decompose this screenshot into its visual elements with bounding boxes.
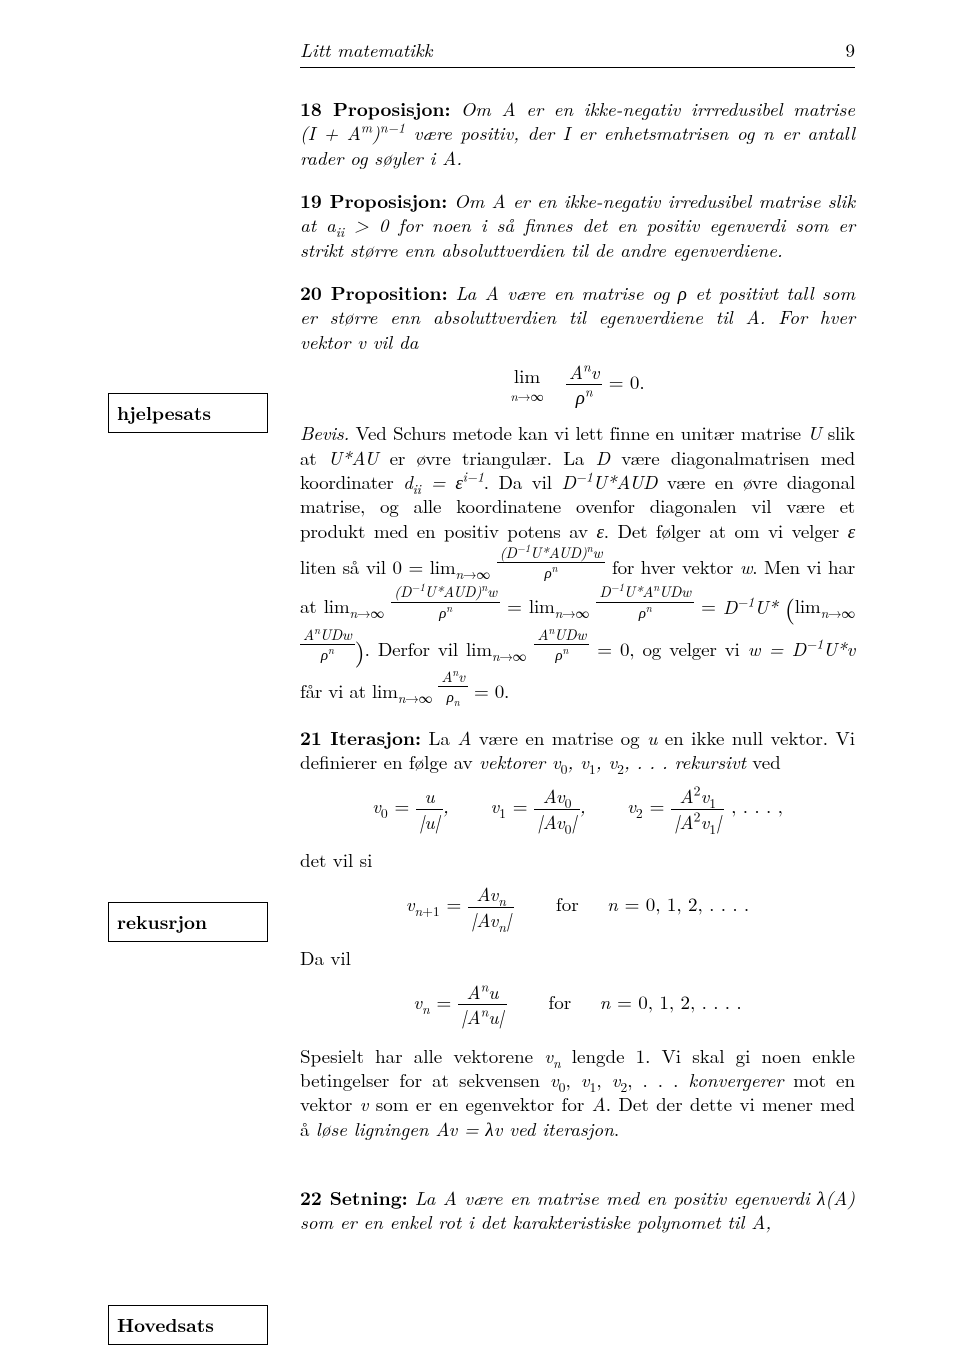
proposition-20: 20 Proposition: La A være en matrise og …: [300, 280, 855, 354]
margin-label-hjelpesats: hjelpesats: [108, 393, 268, 433]
prop-20-limit: lim n→∞ Anv ρn = 0.: [300, 360, 855, 410]
setning-22-lead: 22 Setning:: [300, 1183, 408, 1211]
prop-19-lead: 19 Proposisjon:: [300, 186, 447, 214]
setning-22: 22 Setning: La A være en matrise med en …: [300, 1185, 855, 1235]
it-21-lead: 21 Iterasjon:: [300, 723, 421, 751]
iteration-21-closed: vn = Anu|Anu| for n = 0, 1, 2, . . . .: [300, 980, 855, 1030]
margin-label-rekusrjon: rekusrjon: [108, 902, 268, 942]
body-content: 18 Proposisjon: Om A er en ikke-negativ …: [300, 96, 855, 1235]
bevis-lead: Bevis.: [300, 419, 349, 446]
iteration-21-detvilsi: det vil si: [300, 848, 855, 872]
margin-label-text: hjelpesats: [117, 398, 211, 426]
prop-18-text-a: Om: [461, 95, 502, 122]
prop-18-lead: 18 Proposisjon:: [300, 94, 451, 122]
iteration-21-davil: Da vil: [300, 946, 855, 970]
prop-20-lead: 20 Proposition:: [300, 278, 448, 306]
page-number: 9: [845, 36, 855, 63]
iteration-21-tail: Spesielt har alle vektorene vn lengde 1.…: [300, 1044, 855, 1141]
iteration-21-sequence: v0 = u|u|, v1 = Av0|Av0|, v2 = A2v1|A2v1…: [300, 784, 855, 834]
margin-label-hovedsats: Hovedsats: [108, 1305, 268, 1345]
proposition-18: 18 Proposisjon: Om A er en ikke-negativ …: [300, 96, 855, 170]
proof-20: Bevis. Ved Schurs metode kan vi lett fin…: [300, 421, 855, 706]
running-head-title: Litt matematikk: [300, 36, 432, 63]
running-head: Litt matematikk 9: [300, 36, 855, 68]
margin-label-text: Hovedsats: [117, 1310, 214, 1338]
margin-label-text: rekusrjon: [117, 907, 207, 935]
iteration-21-recursion: vn+1 = Avn|Avn| for n = 0, 1, 2, . . . .: [300, 882, 855, 932]
iteration-21: 21 Iterasjon: La A være en matrise og u …: [300, 725, 855, 775]
proposition-19: 19 Proposisjon: Om A er en ikke-negativ …: [300, 188, 855, 262]
